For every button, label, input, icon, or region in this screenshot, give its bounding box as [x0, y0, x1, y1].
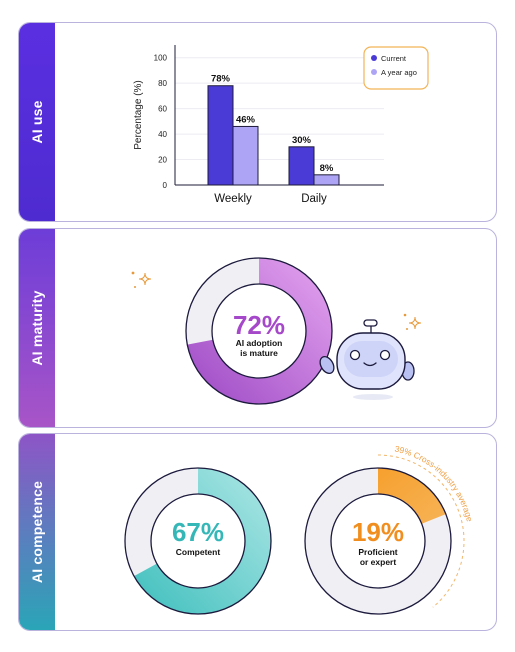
ai-competence-label: AI competence [29, 480, 45, 584]
maturity-percent: 72% [233, 310, 285, 340]
ai-use-panel: AI use 0 20 40 60 80 100 Percentage (%) 78% 46% W… [18, 22, 497, 222]
bar-value-label: 30% [292, 135, 312, 146]
bar-daily-current [288, 146, 315, 186]
sparkle-icon [138, 272, 152, 286]
y-axis-title: Percentage (%) [133, 80, 144, 149]
y-tick-label: 60 [158, 105, 167, 114]
robot-arm-left [319, 355, 335, 375]
legend-box [363, 46, 429, 90]
ai-maturity-panel: AI maturity 72% AI adoption is mature [18, 228, 497, 428]
proficient-outer-ring [304, 467, 452, 615]
bar-chart: 0 20 40 60 80 100 Percentage (%) 78% 46% Weekly 30… [133, 45, 429, 205]
ai-maturity-label: AI maturity [29, 290, 45, 366]
sparkle-dot-icon [406, 328, 408, 330]
legend-marker [371, 55, 377, 61]
maturity-arc [187, 258, 332, 404]
competent-outer-ring [124, 467, 272, 615]
y-tick-label: 80 [158, 79, 167, 88]
proficient-inner-ring [330, 493, 426, 589]
bar-daily-year-ago [313, 174, 340, 186]
bar-weekly-year-ago [232, 125, 259, 186]
benchmark-arc [377, 454, 465, 608]
proficient-caption-1: Proficient [358, 547, 397, 557]
competent-caption: Competent [176, 547, 221, 557]
ai-maturity-strip: AI maturity [19, 229, 55, 427]
maturity-outer-ring [185, 257, 333, 405]
proficient-caption-2: or expert [360, 557, 397, 567]
proficient-percent: 19% [352, 517, 404, 547]
robot-antenna-tip [363, 319, 378, 327]
legend-label: A year ago [381, 68, 417, 77]
ai-use-label: AI use [29, 100, 45, 144]
maturity-inner-ring [211, 283, 307, 379]
robot-shadow [353, 394, 393, 400]
y-tick-label: 100 [154, 54, 168, 63]
sparkle-dot-icon [134, 286, 136, 288]
bar-value-label: 46% [236, 114, 256, 125]
ai-competence-panel: AI competence 67% Competent 19% Proficient o… [18, 433, 497, 631]
bar-value-label: 78% [211, 74, 231, 85]
robot-smile [363, 362, 377, 367]
robot-mascot-icon [319, 319, 415, 400]
y-tick-label: 0 [163, 181, 168, 190]
maturity-caption-1: AI adoption [236, 338, 283, 348]
sparkle-dot-icon [403, 313, 407, 317]
y-tick-label: 20 [158, 156, 167, 165]
bar-value-label: 8% [320, 163, 334, 174]
sparkle-icon [408, 316, 422, 330]
legend-label: Current [381, 54, 407, 63]
bar-weekly-current [207, 85, 234, 186]
robot-eye-right [379, 349, 391, 361]
legend-marker [371, 69, 377, 75]
robot-eye-left [349, 349, 361, 361]
competent-percent: 67% [172, 517, 224, 547]
y-tick-label: 40 [158, 130, 167, 139]
maturity-caption-2: is mature [240, 348, 278, 358]
x-tick-label: Daily [301, 193, 327, 205]
legend: Current A year ago [363, 46, 429, 90]
ai-competence-strip: AI competence [19, 434, 55, 630]
competent-inner-ring [150, 493, 246, 589]
x-tick-label: Weekly [214, 193, 252, 205]
ai-use-strip: AI use [19, 23, 55, 221]
proficient-arc [378, 468, 446, 524]
sparkle-dot-icon [131, 271, 135, 275]
